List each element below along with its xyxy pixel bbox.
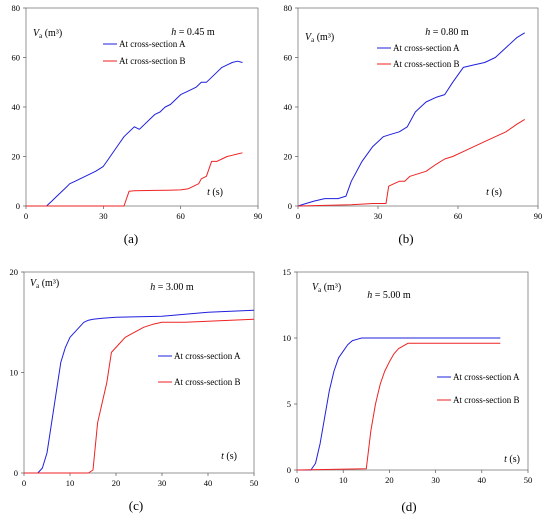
chart-panel-b: 0 30 60 90 0 20 40 60 80 Va (m³) h = 0.80 m t (s) At… bbox=[284, 3, 543, 246]
x-tick-label: 0 bbox=[296, 211, 300, 221]
y-tick-label: 0 bbox=[16, 201, 20, 211]
plot-frame bbox=[296, 271, 529, 471]
x-tick-label: 90 bbox=[534, 211, 543, 221]
x-tick-label: 30 bbox=[374, 211, 383, 221]
y-tick-label: 20 bbox=[10, 267, 19, 277]
panel-label: (c) bbox=[129, 498, 143, 513]
y-tick-label: 5 bbox=[287, 399, 291, 409]
x-tick-label: 90 bbox=[254, 211, 263, 221]
y-tick-label: 40 bbox=[12, 102, 21, 112]
y-tick-label: 0 bbox=[14, 468, 18, 478]
y-tick-label: 60 bbox=[284, 53, 293, 63]
legend-entry-b: At cross-section B bbox=[174, 377, 241, 387]
x-tick-label: 50 bbox=[524, 475, 533, 485]
series-line-cross-section-b bbox=[296, 342, 501, 471]
x-tick-label: 40 bbox=[204, 478, 213, 488]
y-tick-label: 80 bbox=[12, 3, 21, 13]
x-tick-label: 20 bbox=[385, 475, 394, 485]
x-tick-label: 50 bbox=[250, 478, 259, 488]
x-tick-label: 30 bbox=[431, 475, 440, 485]
chart-panel-d: 0 10 20 30 40 50 0 5 10 15 Va (m³) h = 5.00 m t (s) A… bbox=[283, 267, 533, 514]
series-line-cross-section-a bbox=[297, 32, 525, 207]
x-tick-label: 40 bbox=[478, 475, 487, 485]
series-line-cross-section-a bbox=[297, 337, 501, 471]
y-axis-label: Va (m³) bbox=[312, 282, 341, 294]
parameter-annotation: h = 0.45 m bbox=[171, 27, 215, 38]
chart-panel-c: 0 10 20 30 40 50 0 10 20 Va (m³) h = 3.00 m t (s) At… bbox=[10, 267, 259, 513]
parameter-annotation: h = 3.00 m bbox=[150, 282, 194, 293]
series-line-cross-section-b bbox=[26, 152, 243, 207]
legend-entry-b: At cross-section B bbox=[393, 59, 460, 69]
x-tick-label: 60 bbox=[176, 211, 185, 221]
x-tick-label: 30 bbox=[158, 478, 167, 488]
series-line-cross-section-b bbox=[297, 118, 525, 207]
legend-entry-a: At cross-section A bbox=[119, 39, 186, 49]
x-tick-label: 0 bbox=[295, 475, 299, 485]
panel-label: (d) bbox=[401, 499, 416, 514]
x-tick-label: 20 bbox=[112, 478, 121, 488]
y-axis-label: Va (m³) bbox=[30, 278, 59, 290]
panel-label: (a) bbox=[124, 231, 138, 246]
legend-entry-b: At cross-section B bbox=[119, 56, 186, 66]
legend-entry-a: At cross-section A bbox=[453, 372, 520, 382]
y-tick-label: 80 bbox=[284, 3, 293, 13]
chart-panel-a: 0 30 60 90 0 20 40 60 80 Va (m³) h = 0.45 m t (s) At… bbox=[12, 3, 263, 246]
y-tick-label: 0 bbox=[288, 201, 292, 211]
y-tick-label: 40 bbox=[284, 102, 293, 112]
y-tick-label: 20 bbox=[12, 152, 21, 162]
x-tick-label: 0 bbox=[22, 478, 26, 488]
x-axis-label: t (s) bbox=[207, 187, 223, 198]
panel-label: (b) bbox=[398, 231, 413, 246]
x-axis-label: t (s) bbox=[504, 454, 520, 465]
y-tick-label: 60 bbox=[12, 53, 21, 63]
x-tick-label: 0 bbox=[24, 211, 28, 221]
y-tick-label: 20 bbox=[284, 152, 293, 162]
y-tick-label: 15 bbox=[283, 267, 292, 277]
x-tick-label: 10 bbox=[339, 475, 348, 485]
y-axis-label: Va (m³) bbox=[305, 32, 334, 44]
x-tick-label: 30 bbox=[99, 211, 108, 221]
x-axis-label: t (s) bbox=[221, 451, 237, 462]
parameter-annotation: h = 5.00 m bbox=[367, 290, 411, 301]
legend-entry-b: At cross-section B bbox=[453, 395, 520, 405]
y-tick-label: 10 bbox=[283, 333, 292, 343]
legend-entry-a: At cross-section A bbox=[174, 351, 241, 361]
x-tick-label: 60 bbox=[454, 211, 463, 221]
series-line-cross-section-b bbox=[24, 318, 255, 474]
series-line-cross-section-a bbox=[26, 60, 243, 207]
x-axis-label: t (s) bbox=[486, 187, 502, 198]
x-tick-label: 10 bbox=[66, 478, 75, 488]
y-tick-label: 0 bbox=[287, 465, 291, 475]
legend-entry-a: At cross-section A bbox=[393, 43, 460, 53]
series-line-cross-section-a bbox=[24, 309, 255, 474]
parameter-annotation: h = 0.80 m bbox=[425, 27, 469, 38]
plot-frame bbox=[23, 271, 255, 474]
y-tick-label: 10 bbox=[10, 368, 19, 378]
y-axis-label: Va (m³) bbox=[33, 28, 62, 40]
